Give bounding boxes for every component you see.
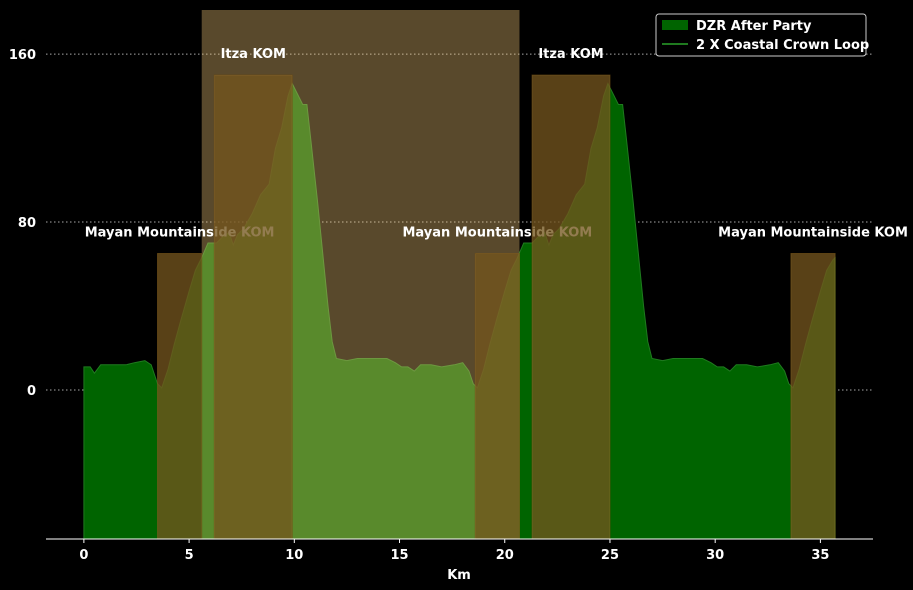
x-tick-label-10: 10 — [285, 548, 303, 563]
segment-tint-3 — [532, 75, 610, 540]
legend-label-line: 2 X Coastal Crown Loop — [696, 38, 869, 53]
y-tick-label-80: 80 — [18, 216, 36, 231]
x-tick-label-35: 35 — [811, 548, 829, 563]
segment-label-1: Itza KOM — [221, 47, 286, 62]
legend: DZR After Party 2 X Coastal Crown Loop — [655, 13, 869, 57]
segment-tint-1 — [214, 75, 293, 540]
segment-box-3 — [531, 74, 611, 540]
x-tick-label-15: 15 — [390, 548, 408, 563]
x-tick-label-20: 20 — [496, 548, 514, 563]
segment-box-2 — [474, 253, 520, 540]
segment-label-3: Itza KOM — [538, 47, 603, 62]
legend-label-area: DZR After Party — [696, 19, 812, 34]
segment-tint-4 — [790, 253, 836, 539]
x-tick-label-25: 25 — [601, 548, 619, 563]
segment-box-4 — [790, 253, 836, 540]
segment-tint-2 — [475, 253, 520, 539]
legend-frame — [655, 13, 867, 57]
x-tick-label-30: 30 — [706, 548, 724, 563]
y-tick-label-0: 0 — [27, 384, 36, 399]
y-tick-labels: 0 80 160 — [9, 48, 36, 399]
y-tick-label-160: 160 — [9, 48, 36, 63]
legend-swatch-area — [662, 20, 688, 30]
x-axis-title: Km — [447, 568, 471, 583]
x-tick-label-5: 5 — [185, 548, 194, 563]
segment-box-1 — [213, 74, 293, 540]
x-tick-label-0: 0 — [79, 548, 88, 563]
segment-label-4: Mayan Mountainside KOM — [718, 226, 908, 241]
x-tick-labels: 0 5 10 15 20 25 30 35 — [79, 539, 829, 563]
segment-tint-0 — [157, 253, 202, 539]
